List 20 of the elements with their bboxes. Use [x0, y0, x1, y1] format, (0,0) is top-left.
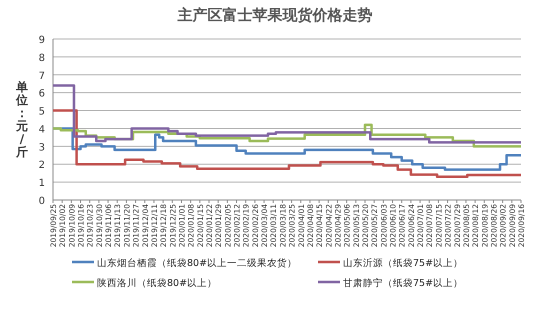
ytick: 4	[38, 124, 45, 136]
ytick: 8	[38, 52, 45, 64]
legend-item: 陕西洛川（纸袋80#以上）	[72, 278, 218, 289]
legend-item: 山东沂源（纸袋75#以上）	[318, 258, 464, 269]
legend-item: 山东烟台栖霞（纸袋80#以上一二级果农货）	[72, 258, 298, 269]
legend-label: 山东烟台栖霞（纸袋80#以上一二级果农货）	[97, 257, 298, 269]
ytick: 2	[38, 160, 45, 172]
legend-label: 陕西洛川（纸袋80#以上）	[97, 277, 218, 289]
ytick: 0	[38, 196, 45, 207]
ylabel: 单位：元/斤	[16, 80, 28, 159]
title: 主产区富士苹果现货价格走势	[178, 6, 372, 24]
ytick: 3	[38, 142, 45, 154]
legend-label: 甘肃静宁（纸袋75#以上）	[343, 277, 464, 289]
legend-label: 山东沂源（纸袋75#以上）	[343, 257, 464, 269]
ytick: 5	[38, 106, 45, 118]
ytick: 1	[38, 178, 45, 190]
legend-item: 甘肃静宁（纸袋75#以上）	[318, 278, 464, 289]
ytick: 9	[38, 35, 45, 46]
ytick: 7	[38, 70, 45, 82]
ytick: 6	[38, 88, 45, 100]
